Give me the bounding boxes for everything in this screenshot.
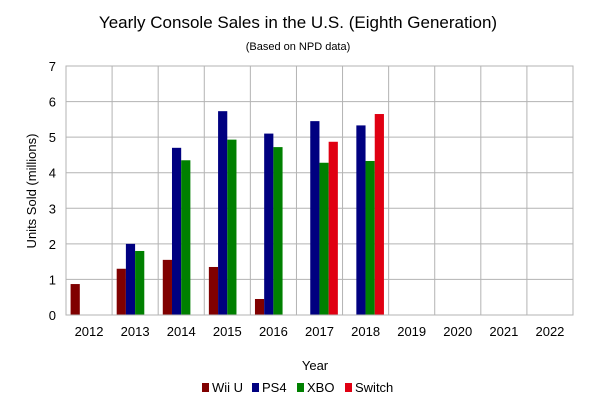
legend-label: Switch bbox=[355, 380, 393, 395]
y-tick-label: 4 bbox=[49, 166, 56, 181]
y-tick-label: 0 bbox=[49, 308, 56, 323]
bars bbox=[70, 111, 384, 316]
legend-item-switch: Switch bbox=[345, 380, 393, 395]
legend-item-ps4: PS4 bbox=[252, 380, 287, 395]
legend-swatch bbox=[297, 383, 304, 392]
bar-wii-u-2016 bbox=[254, 298, 265, 315]
bar-xbo-2014 bbox=[181, 160, 191, 315]
legend-item-xbo: XBO bbox=[297, 380, 334, 395]
chart-subtitle: (Based on NPD data) bbox=[246, 41, 351, 53]
bar-wii-u-2015 bbox=[208, 266, 219, 315]
legend-label: Wii U bbox=[212, 380, 243, 395]
y-tick-label: 2 bbox=[49, 237, 56, 252]
legend-label: XBO bbox=[307, 380, 334, 395]
x-tick-label: 2018 bbox=[351, 324, 380, 339]
y-tick-label: 3 bbox=[49, 201, 56, 216]
legend-swatch bbox=[252, 383, 259, 392]
bar-xbo-2018 bbox=[365, 160, 375, 315]
x-tick-label: 2012 bbox=[75, 324, 104, 339]
bar-switch-2017 bbox=[328, 141, 338, 315]
legend-label: PS4 bbox=[262, 380, 287, 395]
y-tick-label: 5 bbox=[49, 130, 56, 145]
bar-xbo-2013 bbox=[135, 250, 145, 315]
x-axis-label: Year bbox=[302, 358, 329, 373]
y-tick-label: 6 bbox=[49, 95, 56, 110]
legend-item-wii-u: Wii U bbox=[202, 380, 243, 395]
bar-wii-u-2012 bbox=[70, 284, 80, 315]
legend-swatch bbox=[345, 383, 352, 392]
bar-ps4-2014 bbox=[171, 147, 182, 315]
y-axis-label: Units Sold (millions) bbox=[24, 134, 39, 249]
bar-wii-u-2013 bbox=[116, 268, 126, 315]
bar-ps4-2013 bbox=[125, 243, 136, 315]
bar-ps4-2015 bbox=[218, 111, 228, 315]
bar-ps4-2016 bbox=[264, 133, 274, 315]
x-tick-label: 2013 bbox=[121, 324, 150, 339]
x-tick-label: 2019 bbox=[397, 324, 426, 339]
x-tick-label: 2017 bbox=[305, 324, 334, 339]
x-tick-label: 2014 bbox=[167, 324, 196, 339]
bar-xbo-2016 bbox=[273, 147, 283, 315]
legend: Wii U PS4 XBO Switch bbox=[202, 380, 393, 395]
x-tick-label: 2015 bbox=[213, 324, 242, 339]
x-tick-label: 2021 bbox=[489, 324, 518, 339]
y-tick-label: 7 bbox=[49, 59, 56, 74]
plot-frame bbox=[65, 65, 574, 316]
bar-ps4-2018 bbox=[356, 125, 366, 315]
x-tick-label: 2016 bbox=[259, 324, 288, 339]
bar-wii-u-2014 bbox=[162, 259, 172, 315]
bar-xbo-2015 bbox=[227, 139, 237, 315]
chart-title: Yearly Console Sales in the U.S. (Eighth… bbox=[99, 13, 497, 32]
x-tick-label: 2022 bbox=[535, 324, 564, 339]
bar-switch-2018 bbox=[374, 114, 384, 316]
legend-swatch bbox=[202, 383, 209, 392]
x-tick-label: 2020 bbox=[443, 324, 472, 339]
y-tick-label: 1 bbox=[49, 272, 56, 287]
bar-ps4-2017 bbox=[310, 121, 320, 315]
bar-xbo-2017 bbox=[319, 162, 329, 315]
axes: 0 1 2 3 4 5 6 7 2012 2013 2014 2015 2016 2017 2018 2019… bbox=[49, 59, 574, 339]
